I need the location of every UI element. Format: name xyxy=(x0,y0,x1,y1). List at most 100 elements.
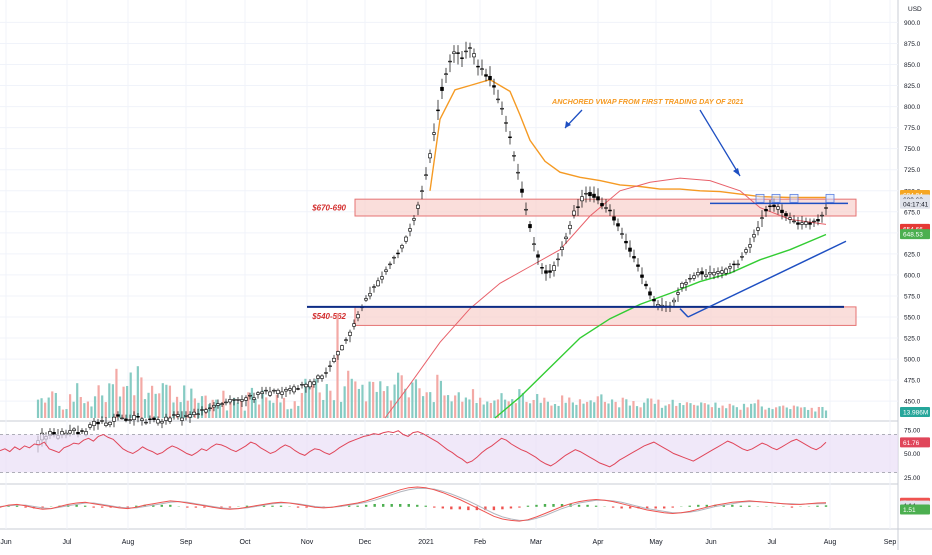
volume-bar xyxy=(140,377,142,418)
candle-body xyxy=(729,267,732,269)
volume-bar xyxy=(183,385,185,418)
candle-body xyxy=(461,58,464,59)
volume-bar xyxy=(575,405,577,418)
candle-body xyxy=(345,340,348,341)
candle-body xyxy=(149,419,152,420)
volume-bar xyxy=(804,407,806,418)
volume-bar xyxy=(465,398,467,418)
candle-body xyxy=(485,75,488,77)
price-tag: 04:17:41 xyxy=(903,201,929,208)
volume-bar xyxy=(204,396,206,418)
volume-bar xyxy=(80,397,82,418)
candle-body xyxy=(133,415,136,419)
candle-body xyxy=(581,197,584,201)
candle-body xyxy=(353,324,356,327)
candle-body xyxy=(397,253,400,254)
candle-body xyxy=(553,266,556,271)
touch-marker xyxy=(772,194,780,202)
volume-bar xyxy=(433,402,435,418)
volume-bar xyxy=(361,385,363,418)
macd-histogram-bar xyxy=(442,507,444,509)
volume-bar xyxy=(779,406,781,418)
x-tick-label: Sep xyxy=(180,539,193,546)
candle-body xyxy=(281,392,284,395)
volume-bar xyxy=(568,398,570,418)
volume-bar xyxy=(265,397,267,418)
candle-body xyxy=(177,415,180,417)
volume-bar xyxy=(436,375,438,418)
volume-bar xyxy=(615,402,617,418)
volume-bar xyxy=(212,400,214,418)
candle-body xyxy=(477,66,480,67)
macd-histogram-bar xyxy=(748,506,750,507)
volume-bar xyxy=(525,402,527,418)
candle-body xyxy=(413,219,416,221)
macd-histogram-bar xyxy=(297,507,299,508)
volume-bar xyxy=(358,389,360,418)
volume-bar xyxy=(372,382,374,418)
volume-bar xyxy=(800,408,802,419)
volume-bar xyxy=(657,400,659,418)
candle-body xyxy=(357,314,360,317)
price-tag: 648.53 xyxy=(903,232,923,239)
volume-bar xyxy=(561,395,563,418)
candle-body xyxy=(465,51,468,52)
volume-bar xyxy=(475,403,477,418)
volume-bar xyxy=(632,401,634,418)
volume-bar xyxy=(679,403,681,418)
candle-body xyxy=(633,256,636,258)
x-tick-label: Aug xyxy=(122,539,135,546)
volume-bar xyxy=(87,402,89,418)
volume-bar xyxy=(682,405,684,418)
macd-histogram-bar xyxy=(24,507,26,508)
volume-bar xyxy=(94,396,96,418)
candle-body xyxy=(385,270,388,272)
y-tick-label: 675.0 xyxy=(904,209,921,216)
volume-bar xyxy=(415,379,417,418)
volume-bar xyxy=(604,402,606,418)
candle-body xyxy=(569,225,572,228)
volume-bar xyxy=(354,381,356,418)
y-tick-label: 625.0 xyxy=(904,251,921,258)
y-tick-label: 500.0 xyxy=(904,357,921,364)
candle-body xyxy=(261,392,264,394)
volume-bar xyxy=(180,402,182,418)
candle-body xyxy=(209,408,212,409)
candle-body xyxy=(561,247,564,250)
candle-body xyxy=(605,208,608,209)
volume-bar xyxy=(739,410,741,418)
candle-body xyxy=(73,429,76,431)
volume-bar xyxy=(597,396,599,418)
volume-bar xyxy=(55,393,57,418)
volume-bar xyxy=(789,409,791,418)
volume-bar xyxy=(426,392,428,418)
volume-bar xyxy=(493,401,495,419)
volume-bar xyxy=(83,403,85,418)
candle-body xyxy=(381,277,384,280)
candle-body xyxy=(793,221,796,222)
volume-bar xyxy=(315,379,317,418)
candle-body xyxy=(137,416,140,417)
macd-histogram-bar xyxy=(263,506,265,507)
x-tick-label: May xyxy=(649,539,663,546)
macd-histogram-bar xyxy=(271,506,273,507)
macd-histogram-bar xyxy=(510,507,512,509)
volume-bar xyxy=(147,393,149,418)
candle-body xyxy=(157,420,160,423)
volume-bar xyxy=(226,410,228,418)
candle-body xyxy=(301,384,304,385)
candle-body xyxy=(717,272,720,274)
candle-body xyxy=(741,256,744,257)
candle-body xyxy=(469,48,472,49)
volume-bar xyxy=(590,400,592,418)
candle-body xyxy=(93,421,96,425)
volume-tag: 13.986M xyxy=(903,410,928,417)
y-tick-label: 450.0 xyxy=(904,399,921,406)
candle-body xyxy=(617,224,620,227)
candle-body xyxy=(625,241,628,243)
volume-bar xyxy=(408,397,410,418)
volume-bar xyxy=(336,313,338,418)
candle-body xyxy=(709,272,712,274)
